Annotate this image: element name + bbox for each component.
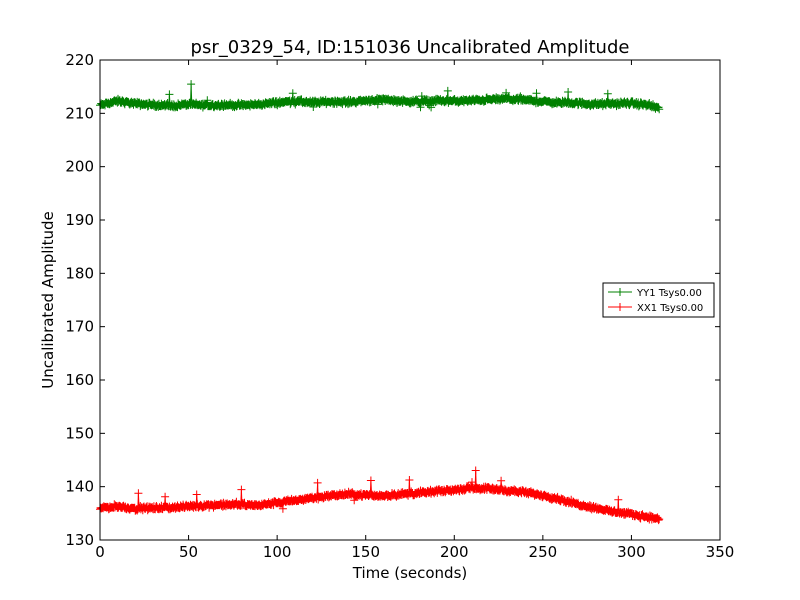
- legend-entry: XX1 Tsys0.00: [637, 303, 703, 314]
- legend: YY1 Tsys0.00 XX1 Tsys0.00: [602, 282, 715, 318]
- legend-marker: [616, 303, 624, 311]
- y-tick-label: 150: [65, 424, 94, 442]
- plot-frame: [99, 59, 721, 541]
- series-1: [96, 466, 664, 525]
- y-tick-label: 200: [65, 158, 94, 176]
- legend-box: [602, 282, 715, 318]
- y-axis-label: Uncalibrated Amplitude: [39, 211, 57, 388]
- y-tick-label: 160: [65, 371, 94, 389]
- x-tick-label: 200: [440, 543, 469, 561]
- x-tick-label: 250: [529, 543, 558, 561]
- y-tick-label: 180: [65, 264, 94, 282]
- legend-entry: YY1 Tsys0.00: [636, 288, 702, 299]
- x-tick-label: 50: [179, 543, 198, 561]
- x-tick-label: 350: [706, 543, 735, 561]
- y-tick-label: 130: [65, 531, 94, 549]
- y-tick-label: 190: [65, 211, 94, 229]
- plot-area: 0 50 100 150 200 250 300 350 130 140 150 160 170 180 1…: [65, 51, 734, 561]
- y-tick-label: 170: [65, 318, 94, 336]
- x-tick-label: 0: [95, 543, 105, 561]
- chart-title: psr_0329_54, ID:151036 Uncalibrated Ampl…: [191, 37, 630, 58]
- legend-marker: [616, 288, 624, 296]
- y-tick-label: 210: [65, 104, 94, 122]
- y-tick-label: 220: [65, 51, 94, 69]
- x-tick-label: 300: [617, 543, 646, 561]
- y-tick-label: 140: [65, 478, 94, 496]
- x-tick-label: 100: [263, 543, 292, 561]
- x-axis-label: Time (seconds): [352, 564, 468, 582]
- x-tick-label: 150: [351, 543, 380, 561]
